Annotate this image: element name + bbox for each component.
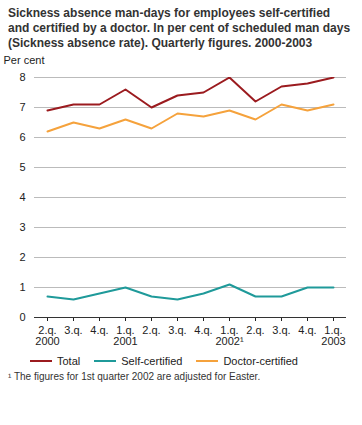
svg-text:Per cent: Per cent [4, 54, 45, 66]
svg-text:2.q.: 2.q. [246, 324, 264, 336]
svg-text:2.q.2000: 2.q.2000 [35, 324, 59, 347]
html-text:¹ The figures for 1st quarter: ¹ The figures for 1st quarter 2002 are a… [8, 371, 261, 382]
svg-text:0: 0 [19, 311, 25, 323]
html-text:Self-certified: Self-certified [121, 355, 183, 367]
svg-text:6: 6 [19, 131, 25, 143]
svg-text:4: 4 [19, 191, 25, 203]
svg-text:2: 2 [19, 251, 25, 263]
svg-text:2.q.: 2.q. [142, 324, 160, 336]
svg-text:3: 3 [19, 221, 25, 233]
svg-text:3.q.: 3.q. [272, 324, 290, 336]
svg-text:1.q.2001: 1.q.2001 [113, 324, 137, 347]
svg-text:1.q.2002¹: 1.q.2002¹ [215, 324, 243, 347]
html-text:Total: Total [57, 355, 81, 367]
svg-text:7: 7 [19, 101, 25, 113]
svg-text:4.q.: 4.q. [298, 324, 316, 336]
svg-text:1.q.2003: 1.q.2003 [321, 324, 345, 347]
svg-text:8: 8 [19, 71, 25, 83]
svg-text:5: 5 [19, 161, 25, 173]
html-text:Sickness absence man-days for: Sickness absence man-days for employees … [8, 6, 351, 50]
svg-text:1: 1 [19, 281, 25, 293]
svg-text:3.q.: 3.q. [168, 324, 186, 336]
svg-text:4.q.: 4.q. [90, 324, 108, 336]
svg-text:4.q.: 4.q. [194, 324, 212, 336]
html-text:Doctor-certified: Doctor-certified [223, 355, 298, 367]
svg-text:3.q.: 3.q. [64, 324, 82, 336]
